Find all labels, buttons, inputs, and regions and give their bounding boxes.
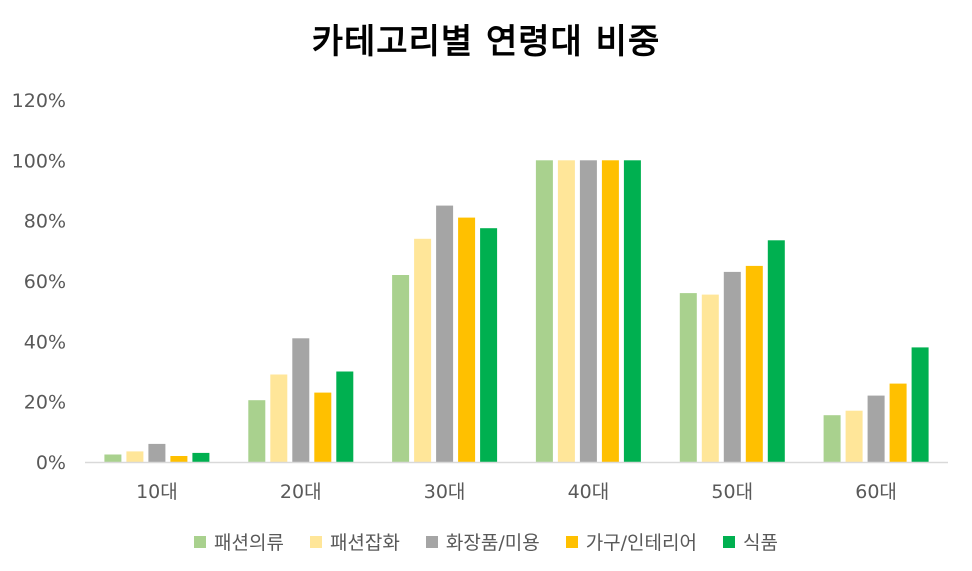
bar	[557, 160, 575, 463]
bar	[270, 374, 288, 462]
y-tick-label: 80%	[24, 211, 66, 233]
bar	[745, 265, 763, 462]
bar	[104, 454, 122, 462]
x-tick-label: 10대	[136, 481, 178, 503]
legend-item: 가구/인테리어	[565, 528, 697, 555]
x-tick-label: 50대	[711, 481, 753, 503]
legend-swatch	[722, 535, 735, 548]
legend-label: 가구/인테리어	[585, 532, 697, 554]
x-tick-label: 60대	[855, 481, 897, 503]
x-tick-label: 20대	[280, 481, 322, 503]
bar	[823, 415, 841, 462]
bar	[845, 410, 863, 462]
bar	[867, 395, 885, 462]
legend-item: 패션잡화	[309, 528, 400, 555]
bar	[192, 452, 210, 462]
legend-item: 화장품/미용	[425, 528, 540, 555]
bar	[248, 400, 266, 462]
y-tick-label: 100%	[12, 150, 66, 172]
bar	[148, 443, 166, 462]
bar	[535, 160, 553, 463]
chart-title: 카테고리별 연령대 비중	[311, 22, 661, 62]
legend-item: 패션의류	[194, 528, 284, 555]
legend-label: 패션의류	[214, 532, 284, 554]
bar	[579, 160, 597, 463]
bar	[436, 205, 454, 462]
x-tick-label: 40대	[568, 481, 610, 503]
bar	[623, 160, 641, 463]
bar	[767, 240, 785, 462]
bar	[292, 338, 310, 462]
bar	[889, 383, 907, 462]
bar	[701, 294, 719, 462]
legend-swatch	[565, 535, 578, 548]
bar	[723, 271, 741, 462]
bar	[170, 456, 188, 462]
y-tick-label: 0%	[36, 452, 66, 474]
bar	[601, 160, 619, 463]
bar	[911, 347, 929, 462]
bar	[458, 217, 476, 462]
bar	[480, 228, 498, 462]
legend: 패션의류 패션잡화 화장품/미용 가구/인테리어 식품	[0, 528, 972, 555]
y-tick-label: 40%	[24, 331, 66, 353]
legend-swatch	[425, 535, 438, 548]
bar	[679, 293, 697, 462]
legend-item: 식품	[722, 528, 778, 555]
legend-swatch	[309, 535, 322, 548]
y-tick-label: 120%	[12, 90, 66, 112]
bar	[126, 451, 144, 462]
legend-label: 패션잡화	[329, 532, 400, 554]
bar	[392, 275, 410, 462]
bar	[336, 371, 354, 462]
bar	[314, 392, 332, 462]
y-tick-label: 60%	[24, 271, 66, 293]
x-tick-label: 30대	[424, 481, 466, 503]
legend-label: 화장품/미용	[445, 532, 540, 554]
legend-swatch	[194, 535, 207, 548]
bar	[414, 238, 432, 462]
legend-label: 식품	[742, 532, 778, 554]
y-tick-label: 20%	[24, 392, 66, 414]
